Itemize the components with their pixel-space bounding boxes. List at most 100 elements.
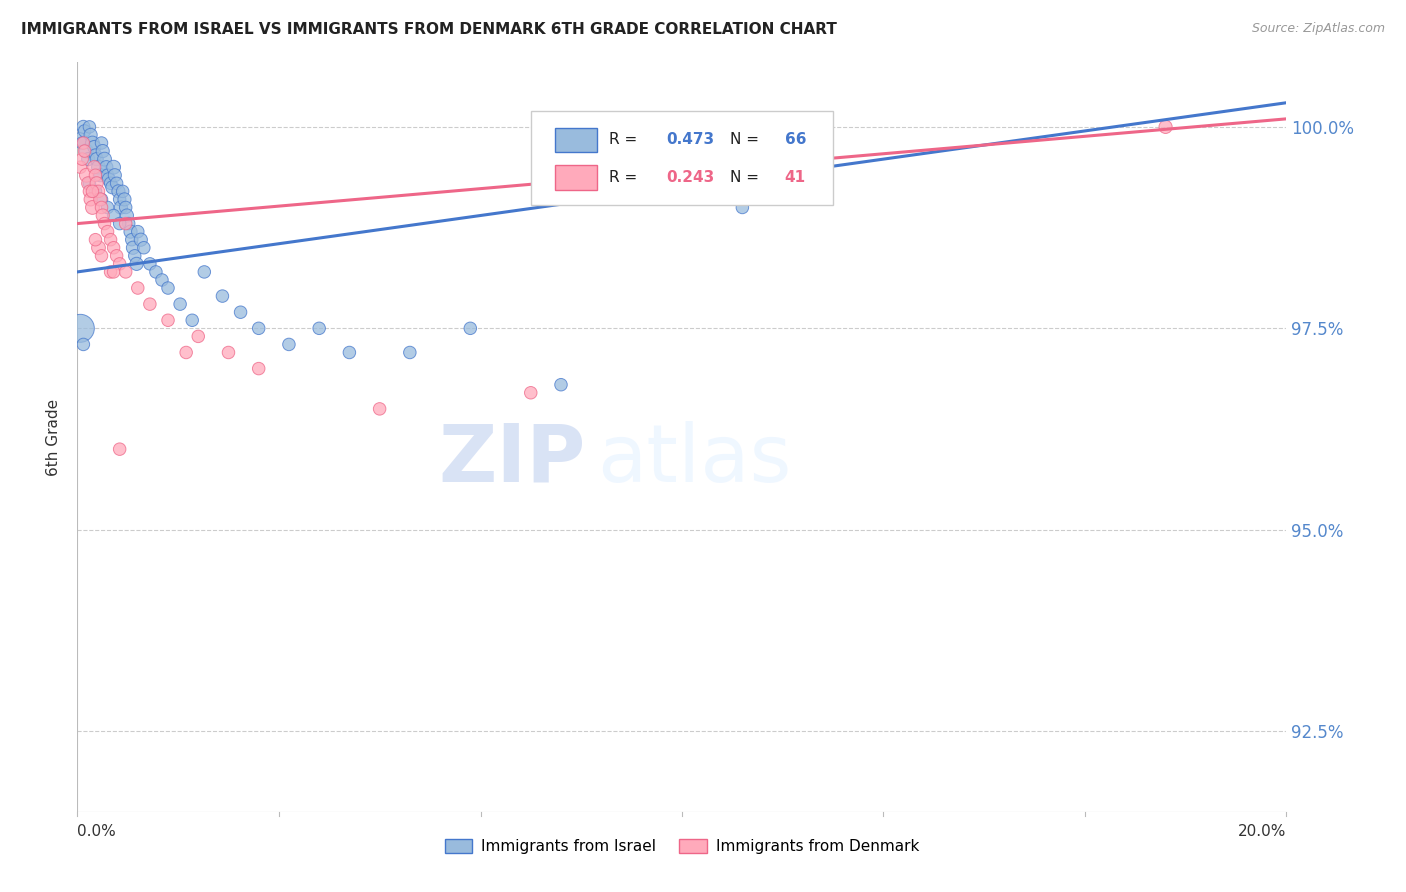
Point bbox=[84, 233, 107, 247]
Point bbox=[96, 160, 118, 174]
Text: 20.0%: 20.0% bbox=[1239, 824, 1286, 838]
Point bbox=[73, 144, 96, 158]
Point bbox=[731, 201, 754, 215]
Text: IMMIGRANTS FROM ISRAEL VS IMMIGRANTS FROM DENMARK 6TH GRADE CORRELATION CHART: IMMIGRANTS FROM ISRAEL VS IMMIGRANTS FRO… bbox=[21, 22, 837, 37]
Point bbox=[111, 185, 134, 199]
Point bbox=[86, 176, 108, 190]
Point bbox=[82, 185, 104, 199]
Point bbox=[97, 172, 120, 186]
FancyBboxPatch shape bbox=[555, 128, 598, 153]
Point bbox=[90, 201, 112, 215]
Point bbox=[1154, 120, 1177, 134]
Point bbox=[103, 209, 125, 223]
Point bbox=[368, 401, 391, 416]
Point bbox=[399, 345, 422, 359]
FancyBboxPatch shape bbox=[531, 112, 832, 205]
Point bbox=[211, 289, 233, 303]
Text: 0.243: 0.243 bbox=[666, 169, 714, 185]
Point bbox=[114, 217, 136, 231]
Point bbox=[86, 152, 108, 166]
FancyBboxPatch shape bbox=[555, 165, 598, 190]
Point bbox=[308, 321, 330, 335]
Point bbox=[115, 209, 138, 223]
Point bbox=[93, 217, 115, 231]
Point bbox=[247, 361, 270, 376]
Point bbox=[100, 265, 122, 279]
Point bbox=[82, 201, 104, 215]
Point bbox=[229, 305, 252, 319]
Point bbox=[83, 160, 105, 174]
Point bbox=[72, 136, 94, 150]
Point bbox=[70, 136, 93, 150]
Point bbox=[114, 201, 136, 215]
Point bbox=[174, 345, 197, 359]
Point bbox=[125, 257, 148, 271]
Point bbox=[89, 193, 111, 207]
Point bbox=[79, 120, 101, 134]
Point bbox=[75, 168, 97, 182]
Point bbox=[108, 193, 131, 207]
Point bbox=[114, 193, 136, 207]
Point bbox=[84, 185, 107, 199]
Text: atlas: atlas bbox=[598, 420, 792, 499]
Point bbox=[127, 225, 149, 239]
Point bbox=[69, 160, 91, 174]
Text: R =: R = bbox=[609, 169, 643, 185]
Point bbox=[127, 281, 149, 295]
Point bbox=[118, 217, 141, 231]
Point bbox=[96, 201, 118, 215]
Point bbox=[75, 144, 97, 158]
Point bbox=[122, 241, 145, 255]
Point bbox=[79, 176, 101, 190]
Point bbox=[247, 321, 270, 335]
Point bbox=[139, 297, 162, 311]
Point bbox=[87, 241, 110, 255]
Point bbox=[108, 217, 131, 231]
Point bbox=[93, 152, 115, 166]
Text: N =: N = bbox=[730, 132, 763, 147]
Legend: Immigrants from Israel, Immigrants from Denmark: Immigrants from Israel, Immigrants from … bbox=[439, 832, 925, 860]
Point bbox=[193, 265, 215, 279]
Point bbox=[103, 241, 125, 255]
Point bbox=[520, 385, 543, 400]
Point bbox=[550, 377, 572, 392]
Point bbox=[69, 321, 91, 335]
Point bbox=[121, 233, 143, 247]
Text: R =: R = bbox=[609, 132, 643, 147]
Point bbox=[278, 337, 301, 351]
Point bbox=[87, 185, 110, 199]
Point bbox=[110, 201, 132, 215]
Point bbox=[145, 265, 167, 279]
Point bbox=[84, 168, 107, 182]
Point bbox=[84, 148, 107, 162]
Point bbox=[103, 265, 125, 279]
Point bbox=[114, 265, 136, 279]
Point bbox=[90, 193, 112, 207]
Point bbox=[90, 249, 112, 263]
Point bbox=[157, 313, 180, 327]
Point bbox=[100, 176, 122, 190]
Point bbox=[108, 257, 131, 271]
Point bbox=[458, 321, 481, 335]
Point bbox=[96, 225, 118, 239]
Point bbox=[79, 185, 101, 199]
Point bbox=[218, 345, 240, 359]
Point bbox=[181, 313, 204, 327]
Point bbox=[96, 168, 118, 182]
Point bbox=[89, 168, 111, 182]
Point bbox=[91, 209, 114, 223]
Point bbox=[103, 160, 125, 174]
Point bbox=[105, 249, 128, 263]
Point bbox=[150, 273, 173, 287]
Point bbox=[72, 337, 94, 351]
Point bbox=[100, 233, 122, 247]
Point bbox=[124, 249, 146, 263]
Y-axis label: 6th Grade: 6th Grade bbox=[46, 399, 62, 475]
Point bbox=[104, 168, 127, 182]
Text: N =: N = bbox=[730, 169, 763, 185]
Point bbox=[87, 160, 110, 174]
Text: 41: 41 bbox=[785, 169, 806, 185]
Point bbox=[72, 120, 94, 134]
Point bbox=[129, 233, 152, 247]
Point bbox=[79, 193, 101, 207]
